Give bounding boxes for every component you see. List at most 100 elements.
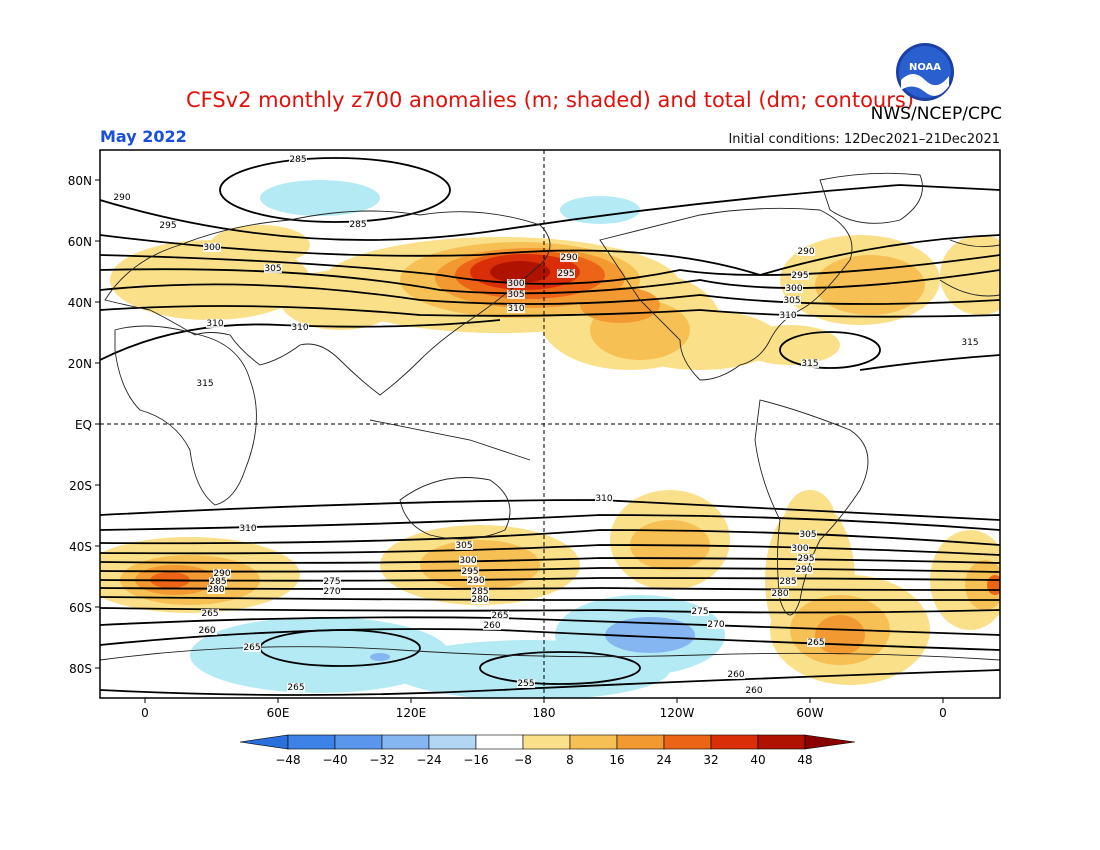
chart-title: CFSv2 monthly z700 anomalies (m; shaded)… [185, 88, 915, 112]
contour-label-bg [807, 638, 825, 647]
contour-label: 295 [159, 221, 176, 231]
contour-label: 290 [213, 569, 230, 579]
contour-label: 305 [783, 296, 800, 306]
contour-label-bg [471, 595, 489, 604]
contour-label: 275 [691, 607, 708, 617]
contour-label-bg [795, 565, 813, 574]
contour-label-bg [799, 530, 817, 539]
lat-label: 80N [68, 174, 92, 188]
contour-label: 300 [203, 243, 220, 253]
colorbar-arrow-right [804, 734, 856, 750]
contour-label: 265 [243, 643, 260, 653]
colorbar-swatch [757, 734, 806, 750]
contour-label: 300 [459, 556, 476, 566]
lon-label: 180 [533, 706, 556, 720]
contour-label-bg [159, 221, 177, 230]
contour-label: 260 [483, 621, 500, 631]
contour-label: 285 [779, 577, 796, 587]
contour-label-bg [560, 253, 578, 262]
contour-label: 270 [323, 587, 340, 597]
colorbar-swatch [287, 734, 336, 750]
colorbar-arrow-left [239, 734, 289, 750]
contour-label-bg [289, 155, 307, 164]
lon-label: 60E [267, 706, 290, 720]
colorbar: −48 −40 −32 −24 −16 −8 8 16 24 32 40 48 [239, 734, 856, 767]
contour-label: 290 [797, 247, 814, 257]
contour-label: 285 [349, 220, 366, 230]
contour-label-bg [791, 544, 809, 553]
contour-label-bg [207, 585, 225, 594]
contour-label: 305 [507, 290, 524, 300]
colorbar-label: 24 [656, 753, 671, 767]
lon-label: 0 [141, 706, 149, 720]
contour-label: 310 [206, 319, 223, 329]
contour-label: 290 [113, 193, 130, 203]
lon-label: 120E [396, 706, 427, 720]
forecast-month: May 2022 [100, 127, 187, 146]
lat-label: 20S [69, 479, 92, 493]
colorbar-swatch [663, 734, 712, 750]
initial-conditions: Initial conditions: 12Dec2021–21Dec2021 [728, 132, 1000, 147]
lat-label: 40S [69, 540, 92, 554]
contour-label: 265 [201, 609, 218, 619]
contour-label: 290 [467, 576, 484, 586]
contour-label: 305 [264, 264, 281, 274]
colorbar-label: −40 [322, 753, 347, 767]
contour-label: 260 [198, 626, 215, 636]
contour-label-bg [239, 524, 257, 533]
contour-label-bg [801, 359, 819, 368]
colorbar-label: −32 [369, 753, 394, 767]
contour-label-bg [196, 379, 214, 388]
lat-label: 20N [68, 357, 92, 371]
contour-label: 285 [209, 577, 226, 587]
anomaly-shading [100, 180, 1000, 698]
colorbar-label: −48 [275, 753, 300, 767]
contour-label-bg [797, 247, 815, 256]
colorbar-swatch [428, 734, 477, 750]
lat-label: EQ [75, 418, 92, 432]
lat-label: 60N [68, 235, 92, 249]
contour-label-bg [517, 679, 535, 688]
contour-label: 295 [797, 554, 814, 564]
contour-label-bg [287, 683, 305, 692]
contour-label: 305 [455, 541, 472, 551]
colorbar-swatch [616, 734, 665, 750]
height-contours [100, 157, 1000, 696]
colorbar-swatch [381, 734, 430, 750]
contour-label-bg [209, 577, 227, 586]
colorbar-label: 16 [609, 753, 624, 767]
contour-label-bg [507, 279, 525, 288]
contour-label-bg [727, 670, 745, 679]
lat-label: 80S [69, 662, 92, 676]
lon-label: 0 [939, 706, 947, 720]
contour-label-bg [507, 304, 525, 313]
colorbar-label: −24 [416, 753, 441, 767]
contour-label-bg [961, 338, 979, 347]
contour-label-bg [779, 577, 797, 586]
colorbar-swatch [475, 734, 524, 750]
contour-label: 280 [771, 589, 788, 599]
contour-label-bg [783, 296, 801, 305]
contour-label-bg [471, 587, 489, 596]
colorbar-label: 32 [703, 753, 718, 767]
noaa-logo: NOAA [896, 43, 954, 101]
contour-label-bg [264, 264, 282, 273]
colorbar-label: 48 [797, 753, 812, 767]
colorbar-label: 8 [566, 753, 574, 767]
colorbar-label: 40 [750, 753, 765, 767]
contour-label-bg [113, 193, 131, 202]
contour-label: 270 [707, 620, 724, 630]
contour-label-bg [691, 607, 709, 616]
contour-label: 285 [289, 155, 306, 165]
contour-label-bg [459, 556, 477, 565]
contour-label-bg [243, 643, 261, 652]
contour-label: 315 [961, 338, 978, 348]
contour-label-bg [198, 626, 216, 635]
contour-label: 290 [560, 253, 577, 263]
colorbar-swatch [334, 734, 383, 750]
contour-label: 295 [461, 567, 478, 577]
contour-label-bg [745, 686, 763, 695]
colorbar-swatch [569, 734, 618, 750]
lon-label: 60W [796, 706, 823, 720]
contour-label: 260 [727, 670, 744, 680]
